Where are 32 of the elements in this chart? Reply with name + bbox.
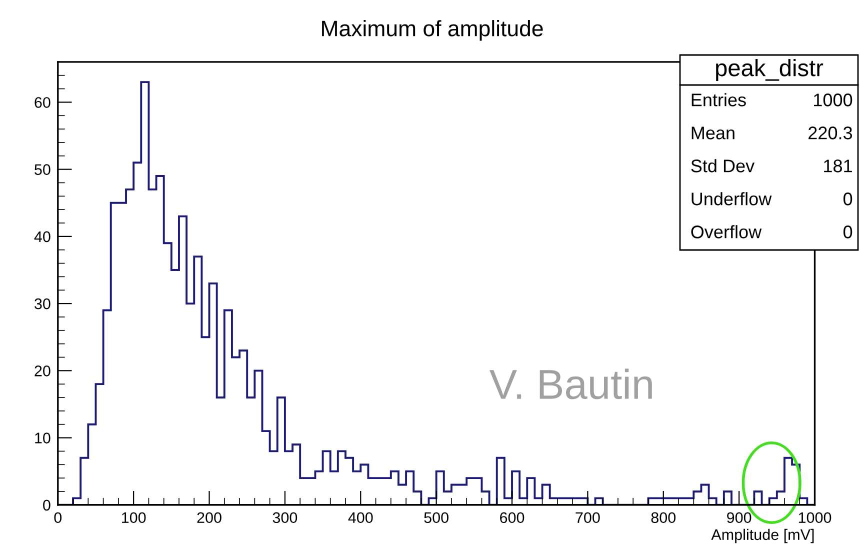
annotation: Std Dev xyxy=(691,159,755,172)
annotation: V. Bautin xyxy=(489,368,652,400)
y-tick-label: 50 xyxy=(34,164,50,176)
x-tick-label: 400 xyxy=(348,512,373,524)
x-tick-label: 600 xyxy=(500,512,524,524)
annotation: Underflow xyxy=(692,192,772,206)
y-tick-label: 0 xyxy=(43,500,50,511)
x-tick-label: 300 xyxy=(272,512,298,524)
text: 0 xyxy=(843,192,852,206)
annotation: Entries xyxy=(692,93,746,106)
y-tick-label: 40 xyxy=(34,231,50,242)
annotation: Overflow xyxy=(691,225,762,238)
y-tick-label: 60 xyxy=(34,97,50,108)
annotation: peak_distr xyxy=(716,58,824,82)
text: 0 xyxy=(843,226,852,238)
x-tick-label: 0 xyxy=(54,512,62,524)
x-tick-label: 500 xyxy=(424,512,448,524)
annotation: 220.3 xyxy=(808,126,852,140)
annotation: Mean xyxy=(692,126,734,140)
x-tick-label: 800 xyxy=(651,512,676,524)
y-tick-label: 20 xyxy=(34,366,50,376)
x-tick-label: 700 xyxy=(576,512,600,524)
x-tick-label: 200 xyxy=(197,512,222,524)
text: 181 xyxy=(824,160,852,172)
x-tick-label: 1000 xyxy=(798,512,832,524)
y-tick-label: 30 xyxy=(34,298,50,310)
x-tick-label: 900 xyxy=(727,512,752,524)
chart-title: Maximum of amplitude xyxy=(322,20,543,41)
y-tick-label: 10 xyxy=(35,432,50,444)
annotation: 1000 xyxy=(814,94,852,106)
x-tick-label: 100 xyxy=(122,512,146,524)
x-axis-title: Amplitude [mV] xyxy=(711,528,814,544)
